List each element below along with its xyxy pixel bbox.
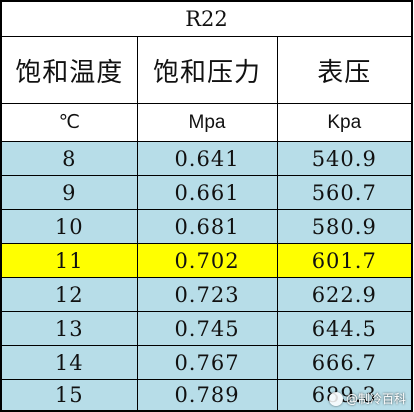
cell-temperature: 14 (0, 345, 138, 380)
header-saturation-temperature: 饱和温度 (0, 36, 138, 104)
cell-gauge-pressure: 580.9 (276, 209, 413, 244)
table-row: 8 0.641 540.9 (0, 141, 413, 176)
cell-temperature: 12 (0, 277, 138, 312)
header-saturation-pressure: 饱和压力 (136, 36, 278, 104)
watermark: @制冷百科 (328, 390, 406, 407)
table-row: 10 0.681 580.9 (0, 209, 413, 244)
header-row: 饱和温度 饱和压力 表压 (0, 36, 413, 104)
cell-temperature: 8 (0, 141, 138, 176)
title-row: R22 (0, 0, 413, 37)
table-row: 13 0.745 644.5 (0, 311, 413, 346)
cell-temperature: 15 (0, 379, 138, 412)
cell-gauge-pressure: 644.5 (276, 311, 413, 346)
table-row: 14 0.767 666.7 (0, 345, 413, 380)
unit-pressure: Mpa (136, 103, 278, 142)
cell-gauge-pressure: 540.9 (276, 141, 413, 176)
cell-saturation-pressure: 0.681 (136, 209, 278, 244)
cell-saturation-pressure: 0.789 (136, 379, 278, 412)
cell-gauge-pressure: 601.7 (276, 243, 413, 278)
header-gauge-pressure: 表压 (276, 36, 413, 104)
watermark-logo-icon (328, 391, 343, 406)
cell-temperature: 11 (0, 243, 138, 278)
table-row: 9 0.661 560.7 (0, 175, 413, 210)
cell-saturation-pressure: 0.641 (136, 141, 278, 176)
table-title: R22 (0, 0, 413, 37)
watermark-text: @制冷百科 (345, 392, 406, 406)
unit-temperature: ℃ (0, 103, 138, 142)
cell-saturation-pressure: 0.767 (136, 345, 278, 380)
table-row: 12 0.723 622.9 (0, 277, 413, 312)
cell-saturation-pressure: 0.723 (136, 277, 278, 312)
cell-temperature: 13 (0, 311, 138, 346)
cell-saturation-pressure: 0.745 (136, 311, 278, 346)
cell-saturation-pressure: 0.702 (136, 243, 278, 278)
table-row-highlighted: 11 0.702 601.7 (0, 243, 413, 278)
cell-gauge-pressure: 666.7 (276, 345, 413, 380)
cell-saturation-pressure: 0.661 (136, 175, 278, 210)
unit-gauge: Kpa (276, 103, 413, 142)
cell-temperature: 9 (0, 175, 138, 210)
unit-row: ℃ Mpa Kpa (0, 103, 413, 142)
cell-gauge-pressure: 622.9 (276, 277, 413, 312)
cell-gauge-pressure: 560.7 (276, 175, 413, 210)
cell-temperature: 10 (0, 209, 138, 244)
